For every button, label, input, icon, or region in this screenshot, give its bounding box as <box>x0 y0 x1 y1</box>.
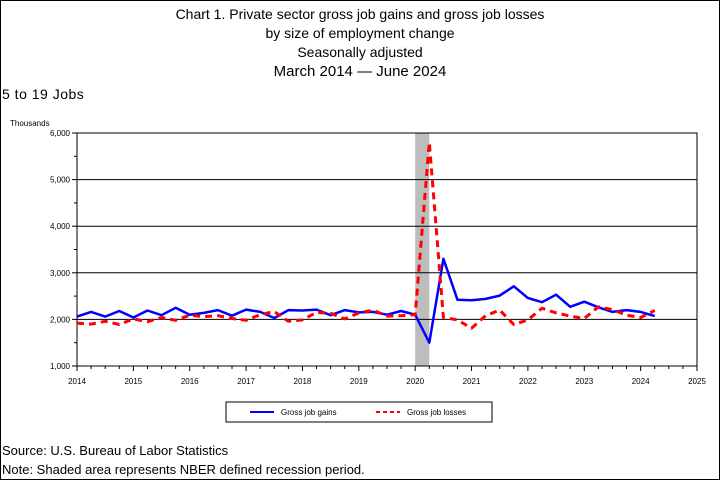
axis-layer: 1,000 2,000 3,000 4,000 5,000 6,000 2014 2015 20… <box>50 129 706 386</box>
y-tick-label: 2,000 <box>50 315 71 324</box>
legend-box <box>225 401 493 423</box>
series-line-gains <box>76 257 656 344</box>
chart-period: March 2014 — June 2024 <box>0 62 720 81</box>
period-dash-icon: — <box>357 63 373 80</box>
legend: Gross job gains Gross job losses <box>225 401 493 423</box>
recession-layer <box>415 133 430 366</box>
plot-border <box>76 132 698 367</box>
footer: Source: U.S. Bureau of Labor Statistics … <box>2 441 365 479</box>
x-tick-label: 2025 <box>688 377 706 386</box>
chart-title-block: Chart 1. Private sector gross job gains … <box>0 5 720 81</box>
legend-label-gains: Gross job gains <box>281 408 337 417</box>
x-tick-label: 2023 <box>575 377 593 386</box>
y-tick-label: 4,000 <box>50 222 71 231</box>
y-tick-label: 6,000 <box>50 129 71 138</box>
x-tick-label: 2019 <box>350 377 368 386</box>
y-tick-label: 5,000 <box>50 176 71 185</box>
note-text: Note: Shaded area represents NBER define… <box>2 462 365 477</box>
chart-title: Chart 1. Private sector gross job gains … <box>175 6 545 22</box>
x-tick-label: 2014 <box>68 377 86 386</box>
x-tick-label: 2018 <box>294 377 312 386</box>
period-start: March 2014 <box>273 63 353 80</box>
x-tick-label: 2021 <box>463 377 481 386</box>
source-text: Source: U.S. Bureau of Labor Statistics <box>2 443 229 458</box>
x-tick-label: 2020 <box>406 377 424 386</box>
x-tick-label: 2016 <box>181 377 199 386</box>
y-tick-label: 1,000 <box>50 362 71 371</box>
period-end: June 2024 <box>376 63 447 80</box>
x-tick-label: 2017 <box>237 377 255 386</box>
y-tick-label: 3,000 <box>50 269 71 278</box>
x-tick-label: 2024 <box>632 377 650 386</box>
recession-shade <box>415 133 430 366</box>
series-line-losses <box>76 140 656 330</box>
size-class-label: 5 to 19 Jobs <box>2 86 85 102</box>
y-axis-label: Thousands <box>10 119 50 128</box>
x-tick-label: 2015 <box>124 377 142 386</box>
grid-layer <box>77 132 697 367</box>
x-tick-label: 2022 <box>519 377 537 386</box>
chart-adjustment-note: Seasonally adjusted <box>297 44 423 60</box>
series-layer <box>76 140 656 344</box>
chart-subtitle: by size of employment change <box>265 25 455 41</box>
legend-label-losses: Gross job losses <box>407 408 466 417</box>
